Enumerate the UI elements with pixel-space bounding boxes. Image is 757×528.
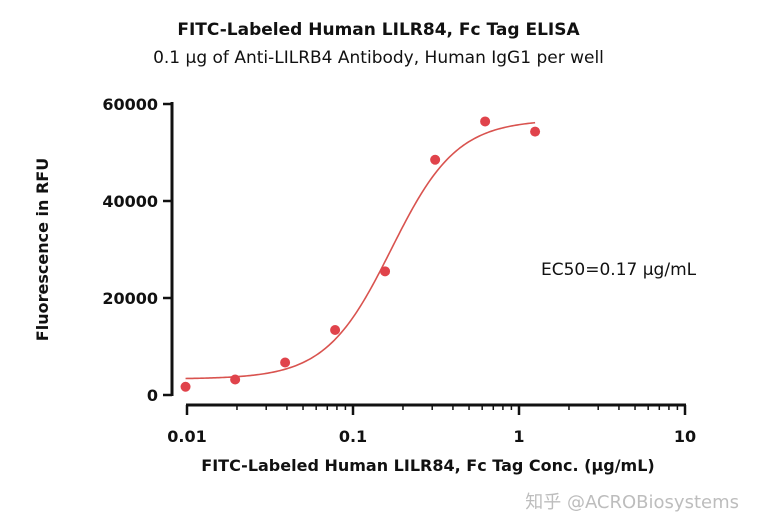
x-axis-label: FITC-Labeled Human LILR84, Fc Tag Conc. … (201, 456, 654, 475)
chart-subtitle: 0.1 µg of Anti-LILRB4 Antibody, Human Ig… (153, 48, 604, 68)
y-tick-label: 60000 (102, 95, 158, 114)
data-point (530, 126, 541, 137)
data-point (430, 154, 441, 165)
data-point (380, 266, 391, 277)
watermark: 知乎 @ACROBiosystems (525, 492, 739, 513)
x-tick-label: 0.01 (167, 427, 206, 446)
y-axis-label: Fluorescence in RFU (33, 158, 52, 341)
data-point (280, 357, 291, 368)
data-point (230, 374, 241, 385)
fit-curve (185, 121, 536, 380)
x-tick-label: 10 (674, 427, 696, 446)
data-point (480, 116, 491, 127)
x-tick-label: 1 (513, 427, 524, 446)
ec50-annotation: EC50=0.17 µg/mL (541, 260, 697, 280)
y-tick-label: 20000 (102, 289, 158, 308)
y-tick-label: 0 (147, 386, 158, 405)
data-point (180, 381, 191, 392)
y-tick-label: 40000 (102, 192, 158, 211)
x-tick-label: 0.1 (339, 427, 367, 446)
data-point (330, 325, 341, 336)
chart-title: FITC-Labeled Human LILR84, Fc Tag ELISA (177, 20, 580, 40)
